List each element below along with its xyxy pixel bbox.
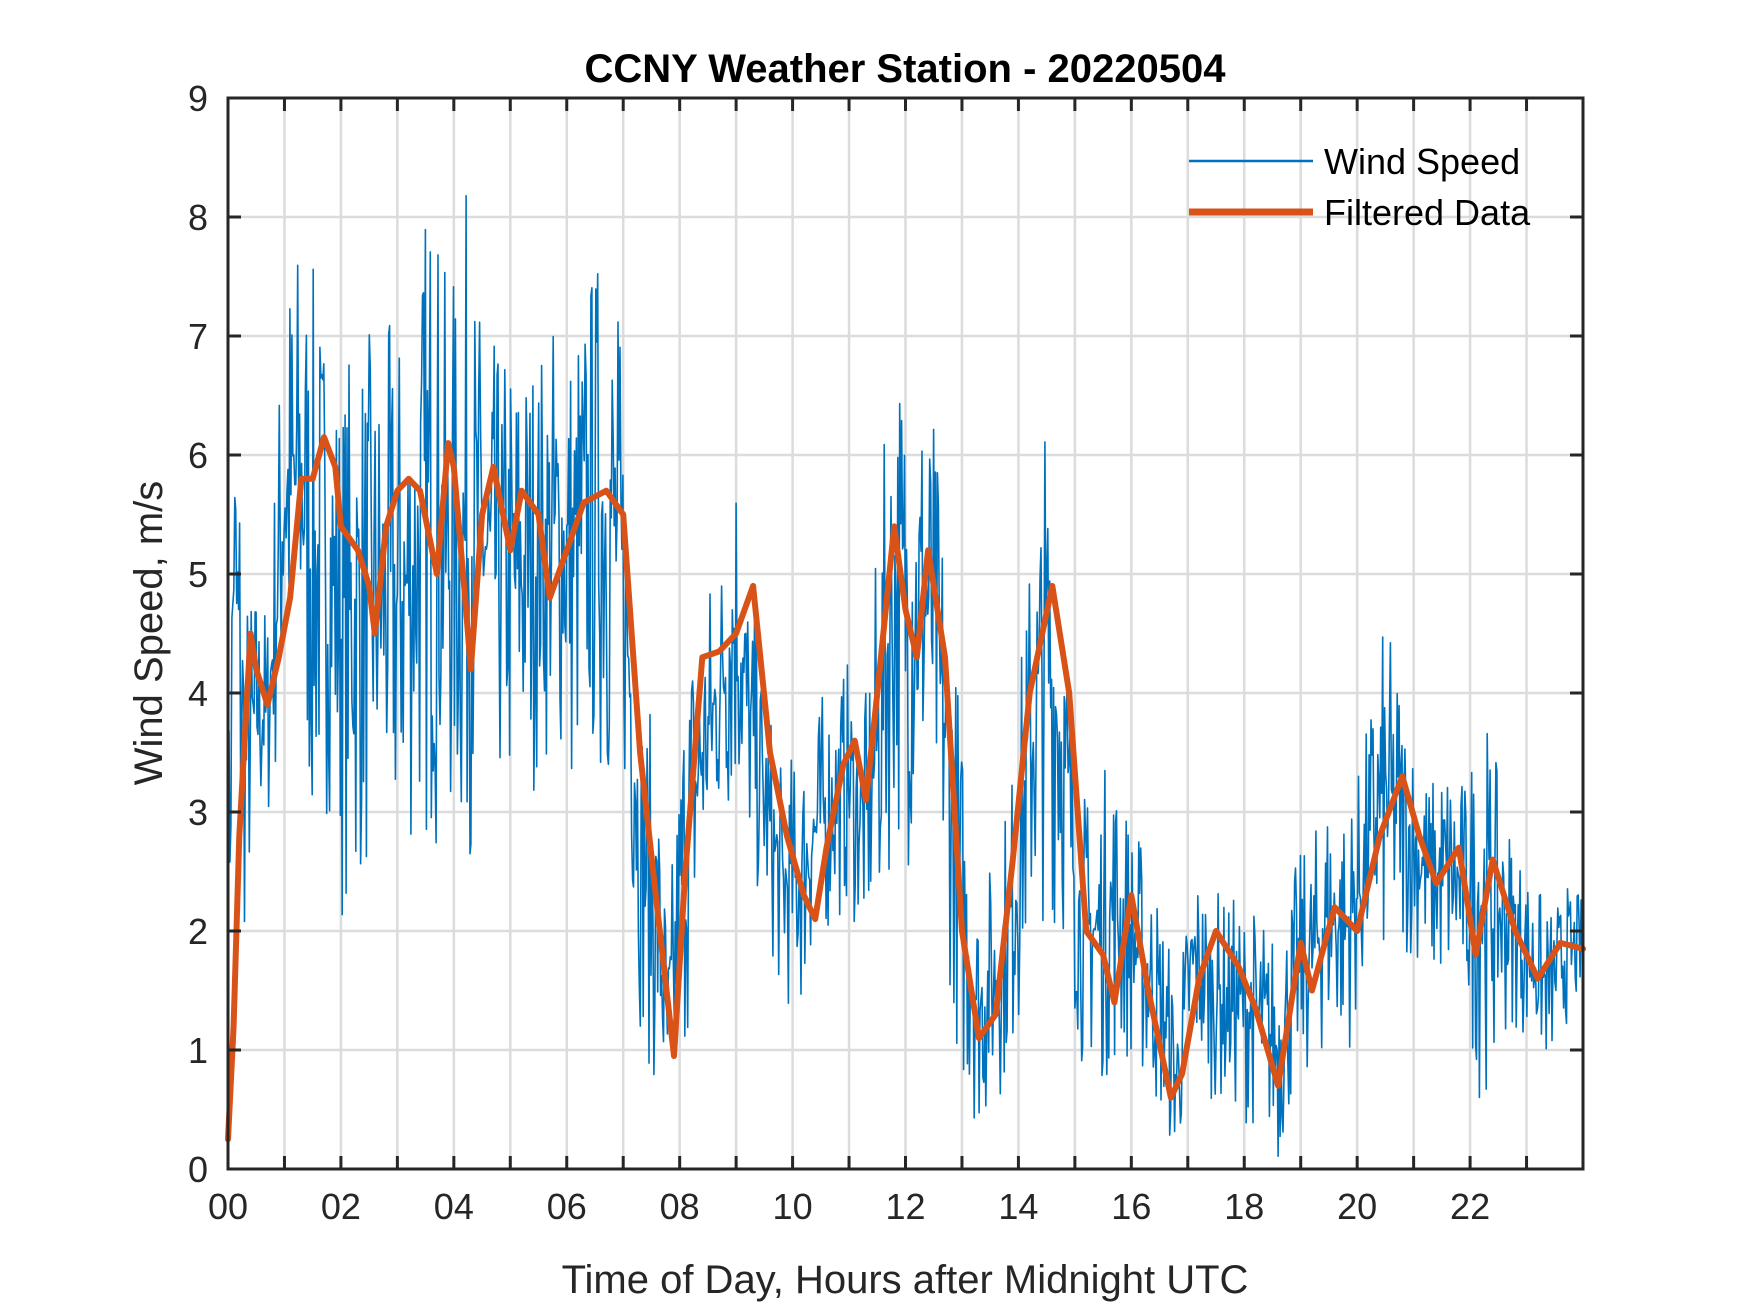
y-tick-label: 9 bbox=[188, 78, 208, 119]
x-tick-label: 02 bbox=[321, 1186, 361, 1227]
y-tick-label: 0 bbox=[188, 1149, 208, 1190]
x-tick-label: 08 bbox=[660, 1186, 700, 1227]
x-tick-label: 20 bbox=[1337, 1186, 1377, 1227]
y-tick-label: 6 bbox=[188, 435, 208, 476]
x-tick-label: 06 bbox=[547, 1186, 587, 1227]
x-tick-label: 22 bbox=[1450, 1186, 1490, 1227]
y-tick-label: 8 bbox=[188, 197, 208, 238]
x-tick-label: 10 bbox=[773, 1186, 813, 1227]
x-tick-label: 16 bbox=[1111, 1186, 1151, 1227]
chart-title: CCNY Weather Station - 20220504 bbox=[585, 47, 1227, 91]
y-tick-label: 2 bbox=[188, 911, 208, 952]
axes bbox=[226, 96, 1585, 1171]
x-tick-label: 14 bbox=[998, 1186, 1038, 1227]
y-tick-label: 5 bbox=[188, 554, 208, 595]
y-tick-label: 7 bbox=[188, 316, 208, 357]
x-axis-label: Time of Day, Hours after Midnight UTC bbox=[562, 1258, 1249, 1302]
x-tick-label: 00 bbox=[208, 1186, 248, 1227]
x-tick-label: 04 bbox=[434, 1186, 474, 1227]
y-tick-label: 3 bbox=[188, 792, 208, 833]
x-tick-label: 12 bbox=[885, 1186, 925, 1227]
series-layer bbox=[225, 194, 1586, 1157]
legend: Wind Speed Filtered Data bbox=[1189, 141, 1531, 233]
legend-label-wind-speed: Wind Speed bbox=[1324, 141, 1520, 182]
y-tick-label: 1 bbox=[188, 1030, 208, 1071]
x-tick-label: 18 bbox=[1224, 1186, 1264, 1227]
legend-label-filtered-data: Filtered Data bbox=[1324, 192, 1531, 233]
series-wind-speed bbox=[227, 194, 1584, 1157]
y-axis-label: Wind Speed, m/s bbox=[127, 481, 171, 786]
y-tick-label: 4 bbox=[188, 673, 208, 714]
